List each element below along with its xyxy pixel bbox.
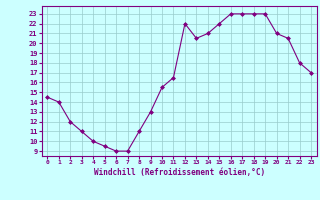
X-axis label: Windchill (Refroidissement éolien,°C): Windchill (Refroidissement éolien,°C) xyxy=(94,168,265,177)
